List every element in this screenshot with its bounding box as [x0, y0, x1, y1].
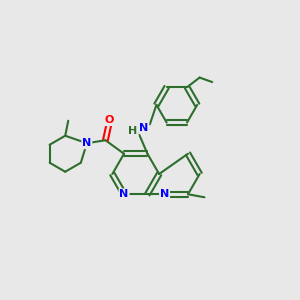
Text: N: N [119, 189, 129, 199]
Text: N: N [82, 138, 92, 148]
Text: N: N [160, 189, 169, 199]
Text: N: N [139, 123, 148, 133]
Text: H: H [128, 126, 138, 136]
Text: O: O [104, 115, 114, 125]
